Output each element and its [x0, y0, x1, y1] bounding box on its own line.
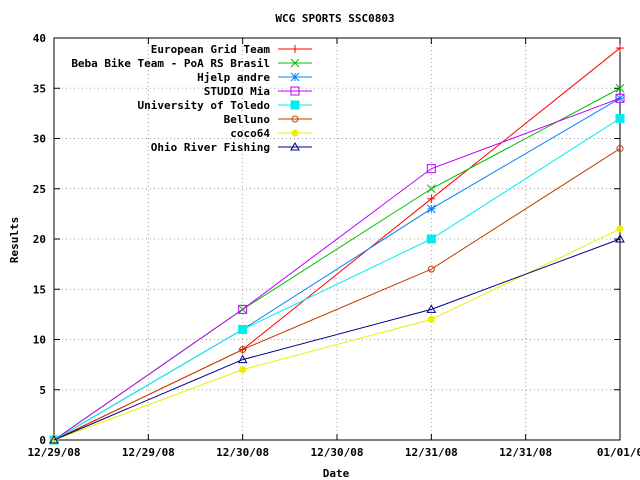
x-tick-label: 12/30/08	[216, 446, 269, 459]
data-point-marker	[427, 194, 436, 203]
data-point-marker	[616, 44, 624, 53]
legend-label: European Grid Team	[151, 43, 271, 56]
data-point-marker	[290, 141, 300, 151]
series-line	[53, 238, 621, 441]
data-point-marker	[426, 304, 437, 313]
data-point-marker	[615, 93, 625, 103]
y-tick-label: 25	[33, 183, 46, 196]
legend-label: Beba Bike Team - PoA RS Brasil	[71, 57, 270, 70]
legend-entry: Ohio River Fishing	[151, 141, 312, 154]
legend-label: University of Toledo	[138, 99, 271, 112]
y-tick-label: 35	[33, 82, 46, 95]
data-point-marker	[615, 113, 625, 123]
data-point-marker	[290, 86, 300, 96]
x-tick-label: 12/31/08	[499, 446, 552, 459]
legend-label: coco64	[230, 127, 270, 140]
legend-label: Ohio River Fishing	[151, 141, 270, 154]
series-line	[53, 87, 621, 441]
chart-title: WCG SPORTS SSC0803	[275, 12, 394, 25]
y-tick-label: 20	[33, 233, 46, 246]
data-point-marker	[616, 225, 624, 233]
y-tick-label: 10	[33, 334, 46, 347]
data-point-marker	[239, 366, 247, 374]
data-point-marker	[290, 100, 300, 110]
y-tick-label: 30	[33, 133, 46, 146]
x-tick-label: 12/29/08	[28, 446, 81, 459]
legend-entry: coco64	[230, 127, 312, 140]
series-group	[50, 44, 624, 444]
data-point-marker	[615, 233, 625, 243]
data-point-marker	[426, 234, 436, 244]
data-point-marker	[291, 129, 299, 137]
data-point-marker	[238, 304, 248, 314]
x-tick-label: 12/31/08	[405, 446, 458, 459]
series-line	[53, 117, 621, 441]
data-point-marker	[427, 315, 435, 323]
data-point-marker	[237, 354, 248, 364]
y-tick-label: 15	[33, 283, 46, 296]
y-tick-label: 5	[39, 384, 46, 397]
data-point-marker	[49, 434, 59, 444]
legend-label: STUDIO Mia	[204, 85, 270, 98]
legend-entry: Hjelp andre	[197, 71, 312, 84]
x-tick-label: 01/01/0	[597, 446, 640, 459]
x-axis-title: Date	[323, 467, 350, 480]
data-point-marker	[290, 72, 300, 82]
x-tick-label: 12/29/08	[122, 446, 175, 459]
series-lines	[49, 44, 625, 445]
legend-label: Belluno	[224, 113, 271, 126]
legend-entry: University of Toledo	[138, 99, 312, 112]
data-point-marker	[616, 145, 624, 153]
legend-entry: Belluno	[224, 113, 312, 126]
data-point-marker	[426, 184, 436, 194]
data-point-marker	[290, 58, 300, 68]
data-point-marker	[615, 83, 625, 93]
data-point-marker	[427, 265, 435, 273]
data-point-marker	[291, 115, 299, 123]
series-line	[53, 148, 621, 441]
legend-entry: European Grid Team	[151, 43, 312, 56]
series-line	[53, 97, 621, 441]
data-point-marker	[291, 45, 299, 53]
data-point-marker	[238, 324, 248, 334]
axes: 0 5 10 15 20 25 30 35 40 12/29/08 12/29/08 12/30/08…	[28, 32, 640, 459]
data-point-marker	[426, 164, 436, 174]
legend-entry: STUDIO Mia	[204, 85, 312, 98]
legend-label: Hjelp andre	[197, 71, 270, 84]
data-point-marker	[426, 204, 436, 214]
series-group	[49, 233, 625, 444]
y-axis-title: Results	[8, 217, 21, 263]
y-tick-label: 40	[33, 32, 46, 45]
data-point-marker	[239, 346, 247, 354]
legend-entry: Beba Bike Team - PoA RS Brasil	[71, 57, 312, 70]
x-tick-label: 12/30/08	[311, 446, 364, 459]
y-tick-label: 0	[39, 434, 46, 447]
